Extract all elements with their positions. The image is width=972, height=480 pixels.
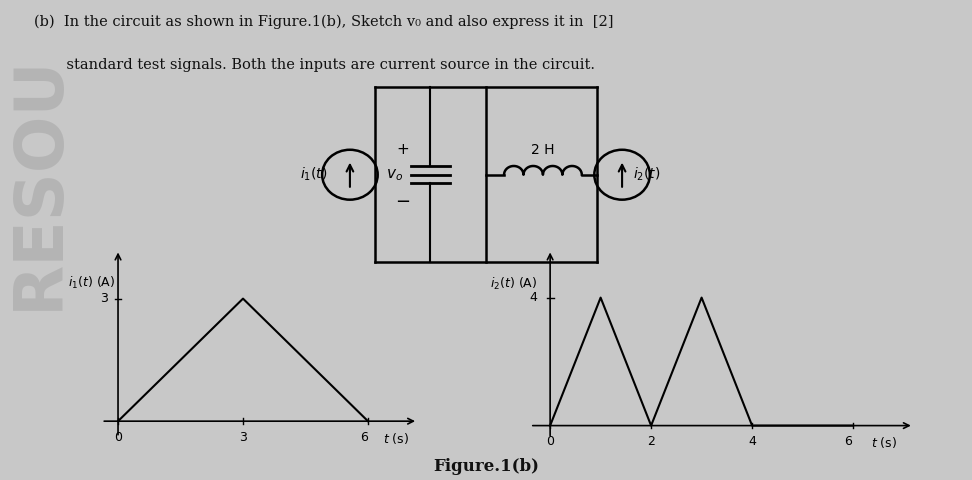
Text: 0: 0 xyxy=(546,435,554,448)
Text: $i_2(t)$: $i_2(t)$ xyxy=(634,166,661,183)
Text: $i_1(t)$ (A): $i_1(t)$ (A) xyxy=(68,276,116,291)
Text: $t$ (s): $t$ (s) xyxy=(871,435,897,450)
Text: 6: 6 xyxy=(360,432,367,444)
Text: $v_o$: $v_o$ xyxy=(386,167,402,182)
Text: $i_1(t)$: $i_1(t)$ xyxy=(300,166,328,183)
Text: 3: 3 xyxy=(239,432,247,444)
Text: 6: 6 xyxy=(844,435,852,448)
Text: 2 H: 2 H xyxy=(531,143,555,157)
Text: (b)  In the circuit as shown in Figure.1(b), Sketch v₀ and also express it in  [: (b) In the circuit as shown in Figure.1(… xyxy=(34,14,613,29)
Text: $i_2(t)$ (A): $i_2(t)$ (A) xyxy=(490,276,537,292)
Text: RESOU: RESOU xyxy=(6,55,72,310)
Text: 0: 0 xyxy=(114,432,122,444)
Text: 4: 4 xyxy=(530,291,538,304)
Text: Figure.1(b): Figure.1(b) xyxy=(433,458,539,475)
Text: +: + xyxy=(397,142,409,157)
Text: 3: 3 xyxy=(100,292,108,305)
Text: $t$ (s): $t$ (s) xyxy=(383,432,408,446)
Text: 2: 2 xyxy=(647,435,655,448)
Text: −: − xyxy=(396,193,410,211)
Text: standard test signals. Both the inputs are current source in the circuit.: standard test signals. Both the inputs a… xyxy=(34,58,595,72)
Text: 4: 4 xyxy=(748,435,756,448)
